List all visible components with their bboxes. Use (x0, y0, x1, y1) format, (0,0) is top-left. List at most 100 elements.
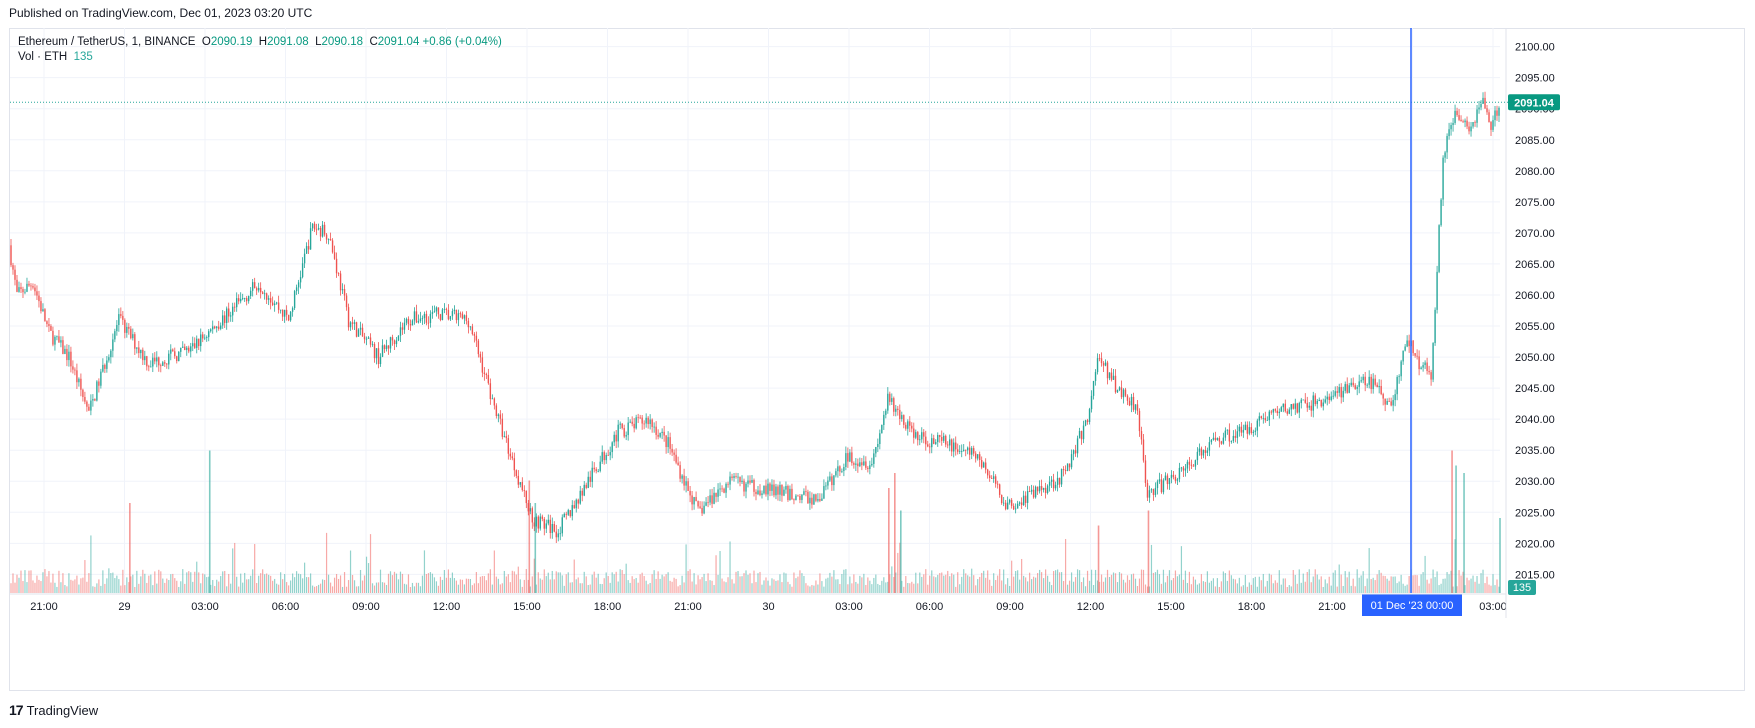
volume-bar (351, 574, 354, 593)
volume-bar (1454, 539, 1456, 593)
volume-bar (220, 576, 222, 593)
candle-body (1402, 350, 1404, 362)
volume-bar (266, 573, 268, 593)
volume-bar (14, 582, 16, 593)
volume-bar (200, 583, 202, 593)
volume-bar (120, 585, 122, 593)
candle-body (433, 311, 436, 313)
volume-bar (1290, 586, 1292, 593)
candle-body (1440, 199, 1442, 226)
volume-bar (144, 573, 146, 593)
volume-bar (1472, 575, 1474, 593)
candle-body (1338, 387, 1340, 393)
candle-body (671, 448, 673, 453)
candle-body (1330, 396, 1332, 401)
volume-bar (1088, 580, 1091, 593)
volume-bar (1013, 576, 1015, 593)
volume-bar (825, 578, 827, 593)
volume-bar (753, 570, 755, 593)
volume-bar (897, 552, 899, 593)
candle-body (228, 308, 230, 317)
volume-bar (931, 570, 933, 593)
candle-body (74, 369, 76, 371)
candle-body (82, 389, 84, 397)
volume-bar (1362, 571, 1364, 593)
volume-bar (22, 581, 24, 593)
candle-body (1298, 403, 1300, 413)
candle-body (1432, 343, 1434, 380)
candle-body (533, 522, 535, 527)
volume-bar (250, 575, 252, 593)
candle-body (297, 282, 300, 288)
volume-bar (877, 583, 879, 593)
candle-body (907, 421, 909, 429)
last-volume-label: 135 (1513, 582, 1531, 594)
volume-bar (46, 576, 48, 593)
candle-body (543, 518, 545, 529)
candle-body (90, 400, 92, 411)
candle-body (1310, 405, 1312, 411)
volume-legend: Vol · ETH 135 (18, 51, 93, 63)
candle-body (48, 324, 50, 326)
volume-bar (747, 574, 749, 593)
volume-bar (871, 584, 873, 593)
candle-body (1110, 372, 1113, 380)
candle-body (269, 298, 272, 303)
volume-bar (905, 576, 907, 593)
candle-body (94, 399, 96, 401)
candle-body (1368, 376, 1370, 385)
volume-bar (769, 585, 771, 593)
candle-body (1328, 396, 1330, 401)
candle-body (1258, 416, 1261, 421)
candle-body (753, 479, 755, 492)
volume-bar (1202, 581, 1204, 593)
candle-body (1160, 479, 1163, 493)
candle-body (1272, 409, 1275, 413)
volume-bar (441, 579, 444, 593)
candle-body (1392, 400, 1394, 406)
candle-body (551, 524, 553, 534)
candle-body (401, 327, 404, 330)
candle-body (996, 483, 999, 485)
volume-bar (1250, 584, 1252, 593)
volume-bar (517, 566, 519, 593)
candle-body (1230, 440, 1233, 442)
candle-body (865, 461, 867, 468)
candle-body (104, 364, 106, 369)
volume-bar (1160, 583, 1163, 593)
candle-body (453, 309, 456, 312)
volume-bar (429, 572, 432, 593)
volume-bar (1142, 569, 1145, 593)
candle-body (116, 325, 118, 332)
volume-bar (765, 577, 767, 593)
candle-body (112, 339, 114, 351)
candle-body (323, 224, 326, 235)
volume-bar (719, 551, 721, 593)
candle-body (1492, 120, 1494, 130)
candle-body (495, 405, 498, 417)
candle-body (986, 469, 989, 476)
volume-bar (1029, 572, 1031, 593)
candle-body (833, 475, 835, 486)
candle-body (168, 353, 170, 365)
candle-body (46, 321, 48, 325)
tradingview-brand[interactable]: 17 TradingView (9, 702, 98, 718)
volume-bar (467, 578, 469, 593)
volume-bar (1344, 571, 1346, 593)
candle-body (271, 302, 274, 306)
volume-bar (1134, 578, 1137, 593)
volume-bar (431, 573, 434, 593)
volume-bar (625, 563, 627, 593)
candle-body (10, 245, 12, 266)
candle-body (1186, 461, 1189, 469)
volume-bar (1428, 583, 1430, 593)
candle-body (285, 309, 288, 315)
volume-bar (409, 586, 412, 593)
volume-bar (865, 584, 867, 593)
candle-body (1480, 103, 1482, 108)
candle-body (980, 460, 983, 468)
volume-bar (1292, 570, 1294, 593)
candle-body (1244, 424, 1247, 430)
volume-bar (1053, 571, 1055, 593)
